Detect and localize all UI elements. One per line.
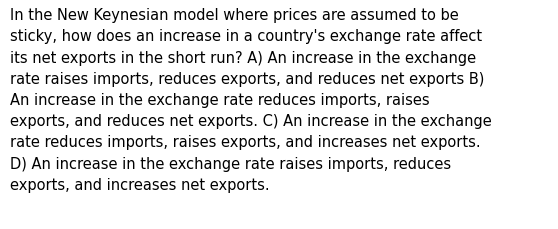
Text: In the New Keynesian model where prices are assumed to be
sticky, how does an in: In the New Keynesian model where prices … (10, 8, 492, 192)
